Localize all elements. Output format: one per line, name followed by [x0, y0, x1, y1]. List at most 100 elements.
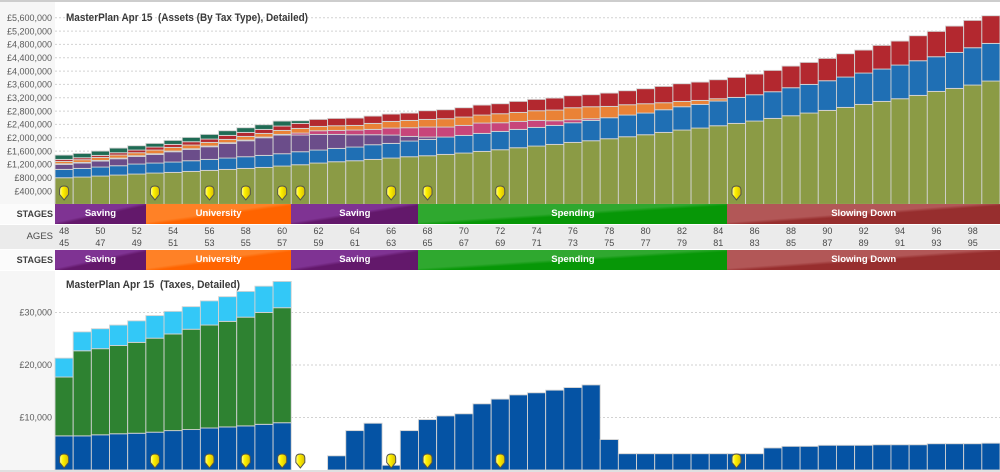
tax-bar-segment[interactable]: [90, 348, 110, 436]
asset-bar-segment[interactable]: [181, 160, 201, 172]
tax-bar-segment[interactable]: [72, 435, 92, 471]
asset-bar-segment[interactable]: [636, 134, 656, 205]
asset-bar-segment[interactable]: [781, 87, 801, 117]
tax-bar-segment[interactable]: [890, 444, 910, 471]
asset-bar-segment[interactable]: [945, 87, 965, 205]
tax-bar-segment[interactable]: [236, 290, 256, 318]
asset-bar-segment[interactable]: [109, 174, 129, 205]
asset-bar-segment[interactable]: [617, 104, 637, 116]
asset-bar-segment[interactable]: [563, 122, 583, 143]
asset-bar-segment[interactable]: [236, 135, 256, 141]
asset-bar-segment[interactable]: [381, 142, 401, 159]
tax-bar-segment[interactable]: [272, 281, 292, 309]
event-marker-icon[interactable]: [731, 453, 742, 469]
asset-bar-segment[interactable]: [218, 130, 238, 136]
tax-bar-segment[interactable]: [799, 445, 819, 471]
tax-bar-segment[interactable]: [690, 453, 710, 471]
asset-bar-segment[interactable]: [163, 161, 183, 173]
asset-bar-segment[interactable]: [472, 104, 492, 116]
tax-bar-segment[interactable]: [436, 415, 456, 471]
tax-bar-segment[interactable]: [218, 426, 238, 471]
asset-bar-segment[interactable]: [345, 134, 365, 148]
asset-bar-segment[interactable]: [145, 146, 165, 151]
asset-bar-segment[interactable]: [145, 149, 165, 155]
asset-bar-segment[interactable]: [490, 130, 510, 151]
tax-bar-segment[interactable]: [181, 429, 201, 471]
asset-bar-segment[interactable]: [199, 138, 220, 143]
event-marker-icon[interactable]: [495, 453, 506, 469]
asset-bar-segment[interactable]: [945, 51, 965, 89]
event-marker-icon[interactable]: [59, 185, 70, 201]
asset-bar-segment[interactable]: [872, 68, 892, 102]
event-marker-icon[interactable]: [240, 453, 251, 469]
asset-bar-segment[interactable]: [690, 103, 710, 129]
asset-bar-segment[interactable]: [163, 146, 183, 152]
asset-bar-segment[interactable]: [308, 118, 329, 127]
asset-bar-segment[interactable]: [617, 136, 637, 205]
tax-bar-segment[interactable]: [345, 430, 365, 471]
asset-bar-segment[interactable]: [981, 42, 1000, 82]
event-marker-icon[interactable]: [277, 453, 288, 469]
tax-bar-segment[interactable]: [127, 320, 147, 343]
event-marker-icon[interactable]: [422, 185, 433, 201]
asset-bar-segment[interactable]: [708, 100, 728, 127]
asset-bar-segment[interactable]: [763, 117, 783, 205]
asset-bar-segment[interactable]: [472, 132, 492, 152]
asset-bar-segment[interactable]: [181, 170, 201, 205]
asset-bar-segment[interactable]: [399, 127, 419, 137]
tax-bar-segment[interactable]: [199, 300, 220, 326]
asset-bar-segment[interactable]: [799, 83, 819, 114]
asset-bar-segment[interactable]: [272, 129, 292, 135]
asset-bar-segment[interactable]: [436, 136, 456, 155]
asset-bar-segment[interactable]: [327, 161, 347, 205]
asset-bar-segment[interactable]: [399, 156, 419, 205]
asset-bar-segment[interactable]: [163, 151, 183, 163]
asset-bar-segment[interactable]: [254, 132, 274, 138]
asset-bar-segment[interactable]: [835, 53, 856, 78]
asset-bar-segment[interactable]: [672, 129, 692, 205]
tax-bar-segment[interactable]: [454, 413, 474, 471]
asset-bar-segment[interactable]: [345, 129, 365, 136]
tax-bar-segment[interactable]: [854, 444, 874, 471]
asset-bar-segment[interactable]: [454, 107, 474, 118]
tax-bar-segment[interactable]: [654, 453, 674, 471]
asset-bar-segment[interactable]: [345, 146, 365, 162]
asset-bar-segment[interactable]: [90, 150, 110, 156]
asset-bar-segment[interactable]: [908, 60, 928, 96]
asset-bar-segment[interactable]: [236, 127, 256, 133]
asset-bar-segment[interactable]: [981, 15, 1000, 44]
tax-bar-segment[interactable]: [817, 444, 837, 471]
asset-bar-segment[interactable]: [527, 110, 547, 121]
tax-bar-segment[interactable]: [199, 324, 220, 429]
asset-bar-segment[interactable]: [890, 40, 910, 66]
tax-bar-segment[interactable]: [127, 432, 147, 471]
asset-bar-segment[interactable]: [508, 111, 528, 122]
asset-bar-segment[interactable]: [454, 116, 474, 126]
asset-bar-segment[interactable]: [581, 119, 601, 142]
asset-bar-segment[interactable]: [345, 160, 365, 205]
tax-bar-segment[interactable]: [327, 455, 347, 471]
stage-band[interactable]: University: [145, 250, 292, 270]
tax-bar-segment[interactable]: [399, 430, 419, 471]
asset-bar-segment[interactable]: [363, 128, 383, 136]
asset-bar-segment[interactable]: [218, 138, 238, 144]
asset-bar-segment[interactable]: [926, 30, 946, 58]
asset-bar-segment[interactable]: [654, 131, 674, 205]
event-marker-icon[interactable]: [204, 453, 215, 469]
asset-bar-segment[interactable]: [690, 99, 710, 105]
asset-bar-segment[interactable]: [163, 139, 183, 145]
asset-bar-segment[interactable]: [872, 100, 892, 205]
asset-bar-segment[interactable]: [581, 94, 601, 108]
asset-bar-segment[interactable]: [545, 124, 565, 145]
asset-bar-segment[interactable]: [835, 106, 856, 205]
asset-bar-segment[interactable]: [163, 171, 183, 205]
asset-bar-segment[interactable]: [781, 115, 801, 205]
asset-bar-segment[interactable]: [181, 141, 201, 146]
stage-band[interactable]: Slowing Down: [727, 250, 1000, 270]
asset-bar-segment[interactable]: [418, 138, 438, 157]
asset-bar-segment[interactable]: [872, 44, 892, 70]
tax-bar-segment[interactable]: [508, 394, 528, 471]
asset-bar-segment[interactable]: [854, 72, 874, 105]
asset-bar-segment[interactable]: [599, 138, 619, 205]
tax-bar-segment[interactable]: [926, 443, 946, 471]
